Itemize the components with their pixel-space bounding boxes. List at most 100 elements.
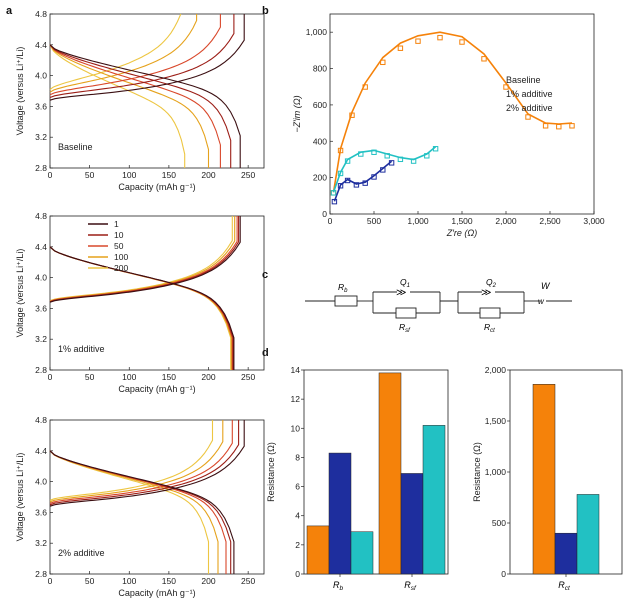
x-tick-label: 2,500 [539, 216, 561, 226]
circuit-cpe-q1: ≫ [396, 288, 406, 299]
y-tick-label: 2 [295, 540, 300, 550]
y-tick-label: 4.0 [35, 477, 47, 487]
series-Baseline [330, 31, 575, 196]
x-tick-label: 50 [85, 372, 95, 382]
legend-label-Baseline: Baseline [506, 75, 541, 85]
data-point [432, 146, 439, 152]
x-tick-label: 1,000 [407, 216, 429, 226]
y-axis-label: Voltage (versus Li⁺/Li) [15, 47, 25, 136]
y-tick-label: 600 [313, 100, 327, 110]
plot-frame [49, 419, 265, 575]
y-tick-label: 200 [313, 173, 327, 183]
panel-label-d: d [262, 347, 269, 359]
y-tick-label: 4.4 [35, 446, 47, 456]
y-tick-label: 400 [313, 136, 327, 146]
circuit-label-q2: Q2 [486, 277, 497, 289]
data-point [353, 182, 360, 188]
bar-2% additive-R_b [350, 531, 374, 575]
y-tick-label: 1,500 [485, 416, 507, 426]
panel-c-circuit: Rb ≫ Q1 Rsf ≫ Q2 Rct w W [305, 277, 572, 334]
x-tick-label-R_ct: Rct [558, 580, 571, 592]
circuit-label-q1: Q1 [400, 277, 410, 289]
data-point [397, 45, 404, 51]
y-tick-label: 1,000 [485, 467, 507, 477]
x-axis-label: Capacity (mAh g⁻¹) [118, 384, 195, 394]
x-tick-label: 100 [122, 170, 136, 180]
x-tick-label-R_b: Rb [333, 580, 344, 592]
series-1% additive [331, 160, 395, 205]
x-tick-label: 200 [201, 576, 215, 586]
panel-a-voltage-profiles: 0 50 100 150 200 2502.83.23.64.04.44.8Capacit… [15, 9, 265, 598]
data-point [397, 156, 404, 163]
panel-label-a: a [6, 5, 13, 17]
data-point [337, 170, 344, 177]
x-tick-label: 0 [328, 216, 333, 226]
x-tick-label: 150 [162, 372, 176, 382]
x-tick-label: 100 [122, 576, 136, 586]
y-tick-label: 3.6 [35, 507, 47, 517]
voltage-subplot: 0 50 100 150 200 250 2.8 3.2 3.6 4.0 4.4 4.8 Capacit… [15, 9, 265, 192]
y-tick-label: 4.8 [35, 9, 47, 19]
legend-label-200: 200 [114, 263, 128, 273]
data-point [481, 56, 487, 62]
y-axis-label: Voltage (versus Li⁺/Li) [15, 249, 25, 338]
data-point [362, 84, 368, 90]
y-tick-label: 2.8 [35, 365, 47, 375]
panel-condition-label: 1% additive [58, 344, 105, 354]
bar-2% additive-R_sf [422, 425, 446, 575]
discharge-curve [49, 44, 241, 168]
charge-curve-cycle-10 [49, 420, 240, 506]
y-tick-label: 800 [313, 64, 327, 74]
legend-label-1% additive: 1% additive [506, 89, 553, 99]
x-tick-label-R_sf: Rsf [404, 580, 417, 592]
circuit-label-rb: Rb [338, 282, 348, 294]
y-tick-label: 0 [322, 209, 327, 219]
bar-Baseline-R_ct [532, 384, 556, 575]
charge-curve-cycle-1 [49, 216, 241, 303]
y-tick-label: 4.0 [35, 273, 47, 283]
y-tick-label: 0 [501, 569, 506, 579]
y-tick-label: 4.8 [35, 211, 47, 221]
charge-curve-cycle-50 [49, 216, 238, 302]
data-point [424, 153, 430, 159]
data-point [388, 160, 395, 166]
data-point [503, 84, 509, 90]
charge-curve-cycle-200 [49, 13, 182, 90]
charge-curve-cycle-50 [49, 14, 221, 96]
y-tick-label: 3.2 [35, 334, 47, 344]
discharge-curve [49, 450, 235, 574]
circuit-resistor-rb [334, 295, 358, 307]
y-tick-label: 2,000 [485, 365, 507, 375]
x-tick-label: 150 [162, 170, 176, 180]
x-tick-label: 200 [201, 372, 215, 382]
legend-label-50: 50 [114, 241, 124, 251]
charge-curve-cycle-1 [49, 14, 245, 101]
x-tick-label: 250 [241, 576, 255, 586]
y-tick-label: 1,000 [306, 27, 328, 37]
data-point [542, 123, 549, 129]
data-point [410, 158, 417, 164]
bar-1% additive-R_sf [400, 473, 424, 575]
y-tick-label: 12 [291, 394, 301, 404]
data-point [380, 167, 386, 173]
x-tick-label: 100 [122, 372, 136, 382]
y-tick-label: 0 [295, 569, 300, 579]
y-tick-label: 2.8 [35, 163, 47, 173]
y-tick-label: 500 [492, 518, 506, 528]
x-tick-label: 1,500 [451, 216, 473, 226]
fit-line [332, 146, 437, 193]
data-point [437, 34, 443, 41]
legend-label-100: 100 [114, 252, 128, 262]
bar-Baseline-R_sf [378, 372, 402, 575]
y-tick-label: 4.0 [35, 71, 47, 81]
data-point [358, 151, 364, 157]
series-2% additive [330, 146, 439, 196]
y-tick-label: 4.4 [35, 242, 47, 252]
y-tick-label: 3.6 [35, 101, 47, 111]
x-tick-label: 500 [367, 216, 381, 226]
data-point [380, 59, 386, 66]
x-tick-label: 0 [48, 372, 53, 382]
y-axis-label: Voltage (versus Li⁺/Li) [15, 453, 25, 542]
y-tick-label: 14 [291, 365, 301, 375]
x-tick-label: 50 [85, 170, 95, 180]
